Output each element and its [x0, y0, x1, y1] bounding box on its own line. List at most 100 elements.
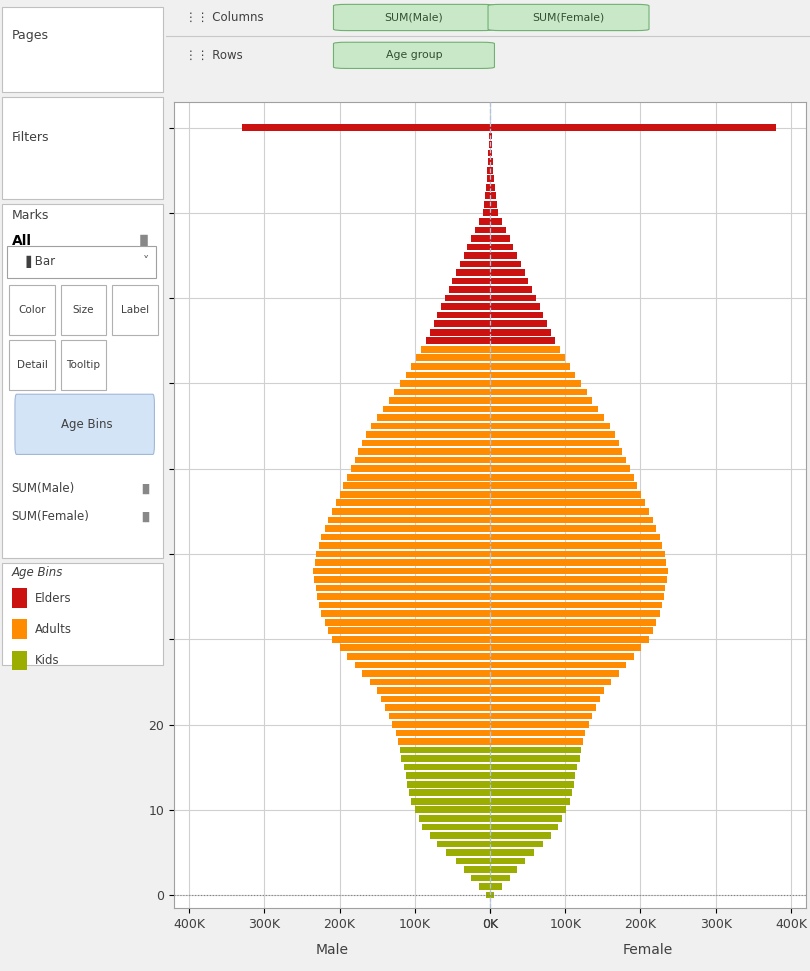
Bar	[490, 244, 514, 251]
Text: Age Bins: Age Bins	[61, 418, 112, 431]
Bar	[415, 807, 490, 813]
Bar	[488, 167, 490, 174]
Bar	[490, 449, 622, 455]
Text: ⋮⋮ Rows: ⋮⋮ Rows	[185, 49, 243, 62]
Bar	[490, 465, 630, 472]
Bar	[490, 372, 575, 378]
Bar	[490, 764, 578, 771]
Bar	[317, 593, 490, 600]
Bar	[321, 534, 490, 540]
Bar	[490, 568, 667, 574]
Bar	[377, 687, 490, 693]
Text: Elders: Elders	[35, 591, 71, 605]
Bar	[463, 252, 490, 259]
Bar	[490, 884, 502, 889]
Bar	[419, 815, 490, 821]
Bar	[485, 192, 490, 199]
Bar	[490, 184, 495, 190]
Bar	[490, 312, 544, 318]
Bar	[490, 849, 535, 855]
Bar	[490, 704, 596, 711]
Text: Tooltip: Tooltip	[66, 360, 100, 370]
Bar	[490, 670, 619, 677]
Text: Age Bins: Age Bins	[11, 566, 63, 580]
Bar	[490, 303, 539, 310]
Bar	[314, 576, 490, 583]
Text: Female: Female	[623, 943, 673, 956]
Bar	[490, 721, 589, 728]
Bar	[445, 295, 490, 301]
Bar	[490, 653, 633, 659]
Bar	[490, 431, 615, 438]
Bar	[456, 269, 490, 276]
Bar	[488, 158, 490, 165]
Bar	[490, 602, 663, 609]
Bar	[490, 585, 665, 591]
Text: ▐▌: ▐▌	[138, 512, 153, 521]
Bar	[490, 619, 656, 625]
Bar	[490, 260, 521, 267]
Bar	[490, 772, 575, 779]
Bar	[369, 679, 490, 686]
Bar	[490, 559, 666, 566]
Bar	[328, 517, 490, 523]
Text: SUM(Male): SUM(Male)	[11, 482, 75, 495]
Bar	[366, 431, 490, 438]
Bar	[467, 244, 490, 251]
Bar	[242, 124, 490, 131]
Bar	[490, 150, 492, 156]
Bar	[490, 363, 569, 370]
Bar	[430, 329, 490, 336]
Bar	[406, 372, 490, 378]
Bar	[490, 329, 551, 336]
Bar	[490, 798, 569, 805]
Bar	[479, 218, 490, 224]
FancyBboxPatch shape	[61, 285, 106, 335]
Bar	[426, 338, 490, 344]
Bar	[484, 201, 490, 208]
Bar	[325, 525, 490, 532]
Text: Adults: Adults	[35, 622, 72, 636]
FancyBboxPatch shape	[9, 340, 55, 390]
Bar	[489, 133, 490, 140]
Bar	[422, 823, 490, 830]
Bar	[490, 346, 560, 352]
Bar	[490, 499, 645, 506]
Bar	[430, 832, 490, 839]
Bar	[383, 406, 490, 413]
Bar	[486, 184, 490, 190]
Text: SUM(Male): SUM(Male)	[385, 13, 443, 22]
Bar	[490, 269, 525, 276]
Bar	[411, 363, 490, 370]
Bar	[490, 218, 502, 224]
Bar	[490, 611, 660, 617]
Bar	[490, 781, 573, 787]
Bar	[490, 866, 517, 873]
FancyBboxPatch shape	[488, 4, 649, 30]
FancyBboxPatch shape	[6, 246, 156, 278]
Bar	[407, 781, 490, 787]
Bar	[449, 286, 490, 293]
Text: ⋮⋮ Columns: ⋮⋮ Columns	[185, 11, 264, 24]
FancyBboxPatch shape	[334, 42, 494, 68]
Bar	[490, 338, 555, 344]
Bar	[490, 167, 493, 174]
Bar	[411, 798, 490, 805]
Bar	[490, 456, 626, 463]
Bar	[471, 875, 490, 882]
Bar	[328, 627, 490, 634]
Bar	[490, 713, 592, 720]
Bar	[409, 789, 490, 796]
Bar	[318, 542, 490, 549]
Bar	[490, 201, 497, 208]
Bar	[490, 636, 649, 643]
Bar	[490, 695, 600, 702]
Bar	[490, 388, 587, 395]
Bar	[336, 499, 490, 506]
Text: Marks: Marks	[11, 209, 49, 222]
Bar	[403, 764, 490, 771]
Bar	[490, 158, 492, 165]
Bar	[490, 508, 649, 515]
Bar	[490, 295, 536, 301]
Bar	[490, 747, 581, 753]
